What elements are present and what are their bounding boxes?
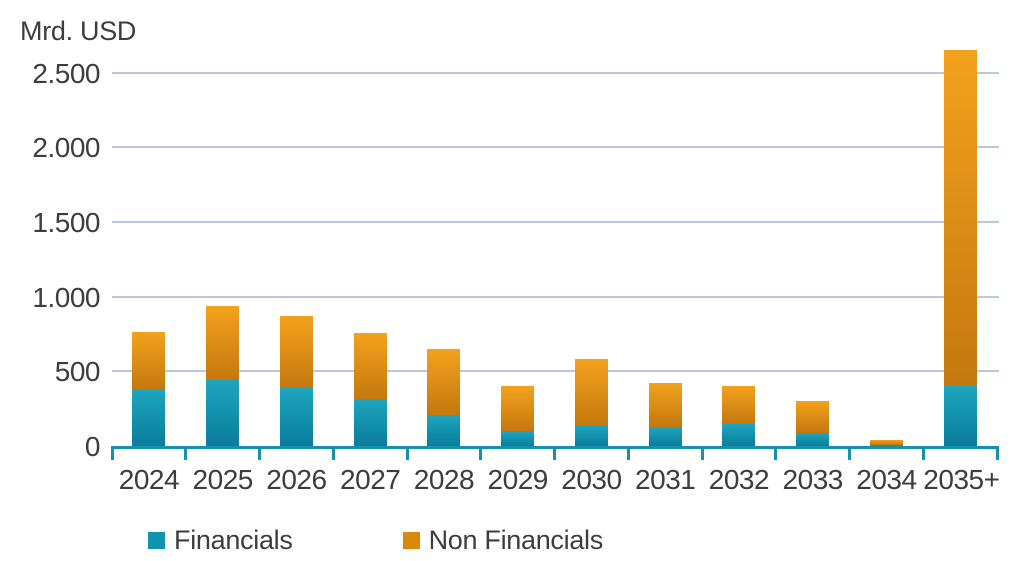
x-axis-tick [700, 446, 704, 460]
x-tick-label: 2031 [635, 464, 696, 495]
x-axis-tick [774, 446, 778, 460]
bar-non-financials-2027 [353, 332, 387, 399]
x-axis-tick [479, 446, 483, 460]
x-axis-tick [331, 446, 335, 460]
x-tick-label: 2035+ [923, 464, 1000, 495]
x-tick-label: 2033 [782, 464, 844, 495]
bar-non-financials-2031 [648, 383, 682, 427]
y-tick-label: 500 [54, 356, 101, 388]
gridline [112, 370, 999, 373]
x-tick-label: 2024 [118, 464, 180, 495]
gridline [112, 295, 999, 298]
bar-financials-2025 [206, 380, 240, 446]
financials-swatch-icon [148, 532, 165, 549]
x-tick-label: 2032 [708, 464, 770, 495]
bar-financials-2034 [869, 445, 903, 446]
bar-financials-2028 [427, 414, 461, 446]
x-axis-tick [626, 446, 630, 460]
bar-non-financials-2035+ [943, 50, 977, 387]
x-tick-label: 2026 [266, 464, 327, 495]
bar-non-financials-2025 [206, 305, 240, 381]
x-axis-tick [405, 446, 409, 460]
x-axis-tick [258, 446, 261, 460]
x-axis-tick [848, 446, 851, 460]
non-financials-swatch-icon [402, 532, 420, 549]
x-tick-label: 2034 [856, 464, 917, 495]
bar-financials-2027 [353, 398, 387, 446]
y-tick-label: 2.500 [32, 57, 100, 89]
bar-non-financials-2026 [279, 316, 313, 388]
x-axis-tick [184, 446, 188, 460]
bar-financials-2031 [648, 426, 682, 446]
bar-financials-2030 [574, 425, 608, 446]
legend: Financials Non Financials [148, 525, 603, 556]
bar-financials-2026 [279, 387, 313, 446]
bar-non-financials-2032 [722, 385, 756, 424]
x-axis-tick [553, 446, 556, 460]
x-axis-tick [110, 446, 114, 460]
y-tick-label: 2.000 [32, 132, 100, 164]
bar-non-financials-2028 [427, 348, 461, 415]
x-tick-label: 2025 [192, 464, 254, 495]
x-tick-label: 2027 [340, 464, 401, 495]
gridline [112, 146, 999, 149]
y-tick-label: 1.000 [32, 281, 100, 313]
bar-financials-2024 [132, 389, 166, 446]
y-axis-title: Mrd. USD [20, 16, 137, 46]
legend-label-financials: Financials [174, 525, 293, 555]
bar-non-financials-2033 [796, 401, 830, 434]
bar-financials-2032 [722, 423, 756, 446]
legend-label-non-financials: Non Financials [428, 525, 604, 555]
x-axis-tick [921, 446, 925, 460]
bar-non-financials-2034 [869, 440, 903, 446]
gridline [112, 220, 999, 223]
bar-non-financials-2024 [132, 331, 166, 390]
y-tick-label: 1.500 [32, 206, 100, 238]
bar-financials-2029 [501, 431, 535, 446]
x-tick-label: 2029 [487, 464, 549, 495]
legend-item-non-financials: Non Financials [402, 525, 604, 556]
bar-non-financials-2029 [501, 385, 535, 432]
x-axis-tick [995, 446, 999, 460]
bar-financials-2033 [796, 433, 830, 446]
gridline [112, 71, 999, 74]
legend-item-financials: Financials [148, 525, 293, 556]
y-tick-label: 0 [84, 431, 101, 462]
bar-financials-2035+ [943, 386, 977, 446]
x-tick-label: 2030 [561, 464, 622, 495]
x-tick-label: 2028 [413, 464, 475, 495]
bar-non-financials-2030 [574, 359, 608, 426]
